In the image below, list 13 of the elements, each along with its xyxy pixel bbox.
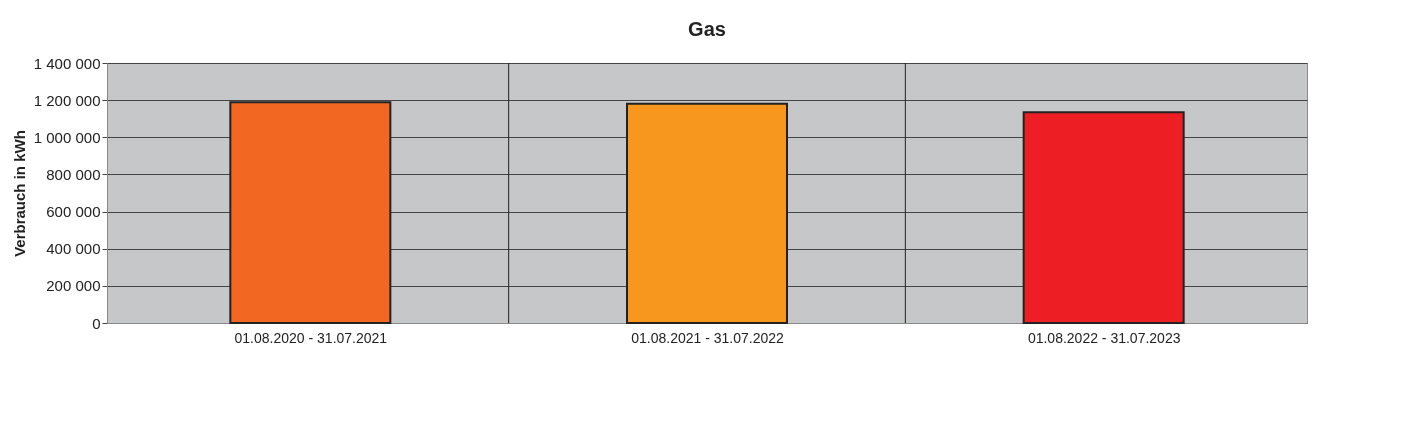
y-axis-title: Verbrauch in kWh xyxy=(10,130,28,257)
y-tick-label: 600 000 xyxy=(46,203,101,221)
y-tick-label: 1 000 000 xyxy=(33,128,101,146)
y-tick-label: 800 000 xyxy=(46,165,101,183)
x-tick-label: 01.08.2021 - 31.07.2022 xyxy=(631,329,784,346)
x-tick-label: 01.08.2020 - 31.07.2021 xyxy=(234,329,388,346)
chart-title: Gas xyxy=(688,18,726,40)
y-tick-label: 1 200 000 xyxy=(33,91,101,109)
y-tick-label: 1 400 000 xyxy=(33,54,101,72)
y-tick-label: 400 000 xyxy=(46,240,101,258)
x-tick-label: 01.08.2022 - 31.07.2023 xyxy=(1027,329,1181,346)
y-tick-label: 0 xyxy=(92,314,101,332)
y-tick-label: 200 000 xyxy=(46,277,101,295)
